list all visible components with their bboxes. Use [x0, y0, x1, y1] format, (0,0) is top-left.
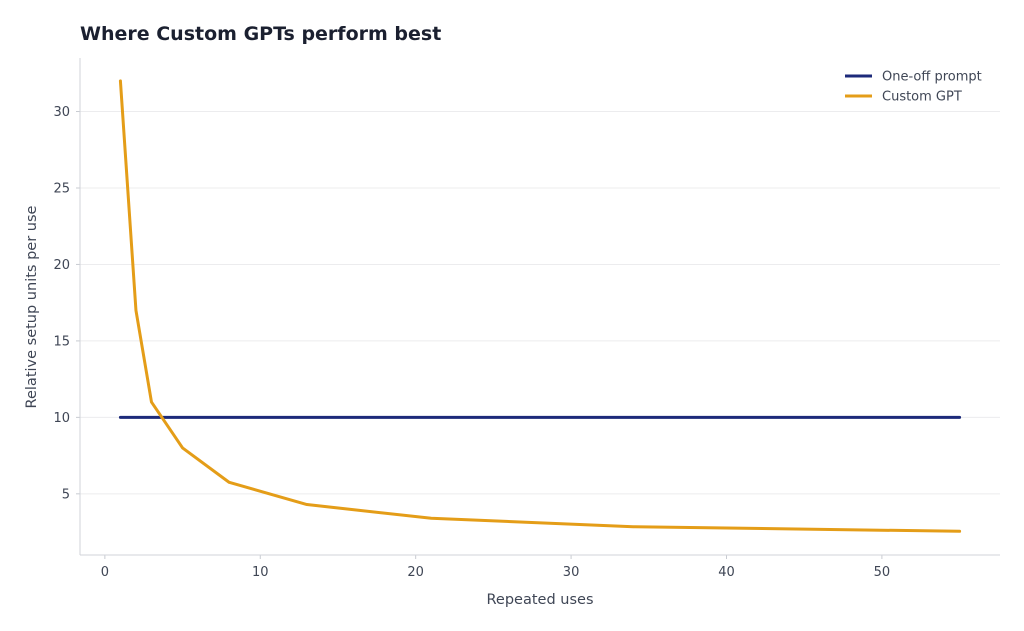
tick-labels: 5 10 15 20 25 30 0 10 20 30 40 50 [53, 105, 890, 580]
y-tick-label: 5 [62, 487, 70, 502]
chart-title: Where Custom GPTs perform best [80, 23, 441, 45]
y-tick-label: 20 [53, 258, 70, 273]
axes [76, 58, 1000, 559]
y-axis-label: Relative setup units per use [24, 205, 40, 408]
legend-label-custom-gpt: Custom GPT [882, 90, 962, 105]
x-tick-label: 30 [563, 565, 580, 580]
y-tick-label: 15 [53, 334, 70, 349]
y-tick-label: 10 [53, 411, 70, 426]
series-lines [118, 79, 962, 533]
x-tick-label: 40 [718, 565, 735, 580]
x-tick-label: 0 [101, 565, 109, 580]
x-tick-label: 10 [252, 565, 269, 580]
x-tick-label: 20 [407, 565, 424, 580]
x-tick-label: 50 [874, 565, 891, 580]
legend-label-one-off-prompt: One-off prompt [882, 70, 982, 85]
gridlines [80, 111, 1000, 495]
y-tick-label: 25 [53, 181, 70, 196]
y-tick-label: 30 [53, 105, 70, 120]
series-line-custom-gpt [118, 79, 962, 533]
x-axis-label: Repeated uses [487, 592, 594, 608]
legend: One-off prompt Custom GPT [845, 70, 982, 105]
